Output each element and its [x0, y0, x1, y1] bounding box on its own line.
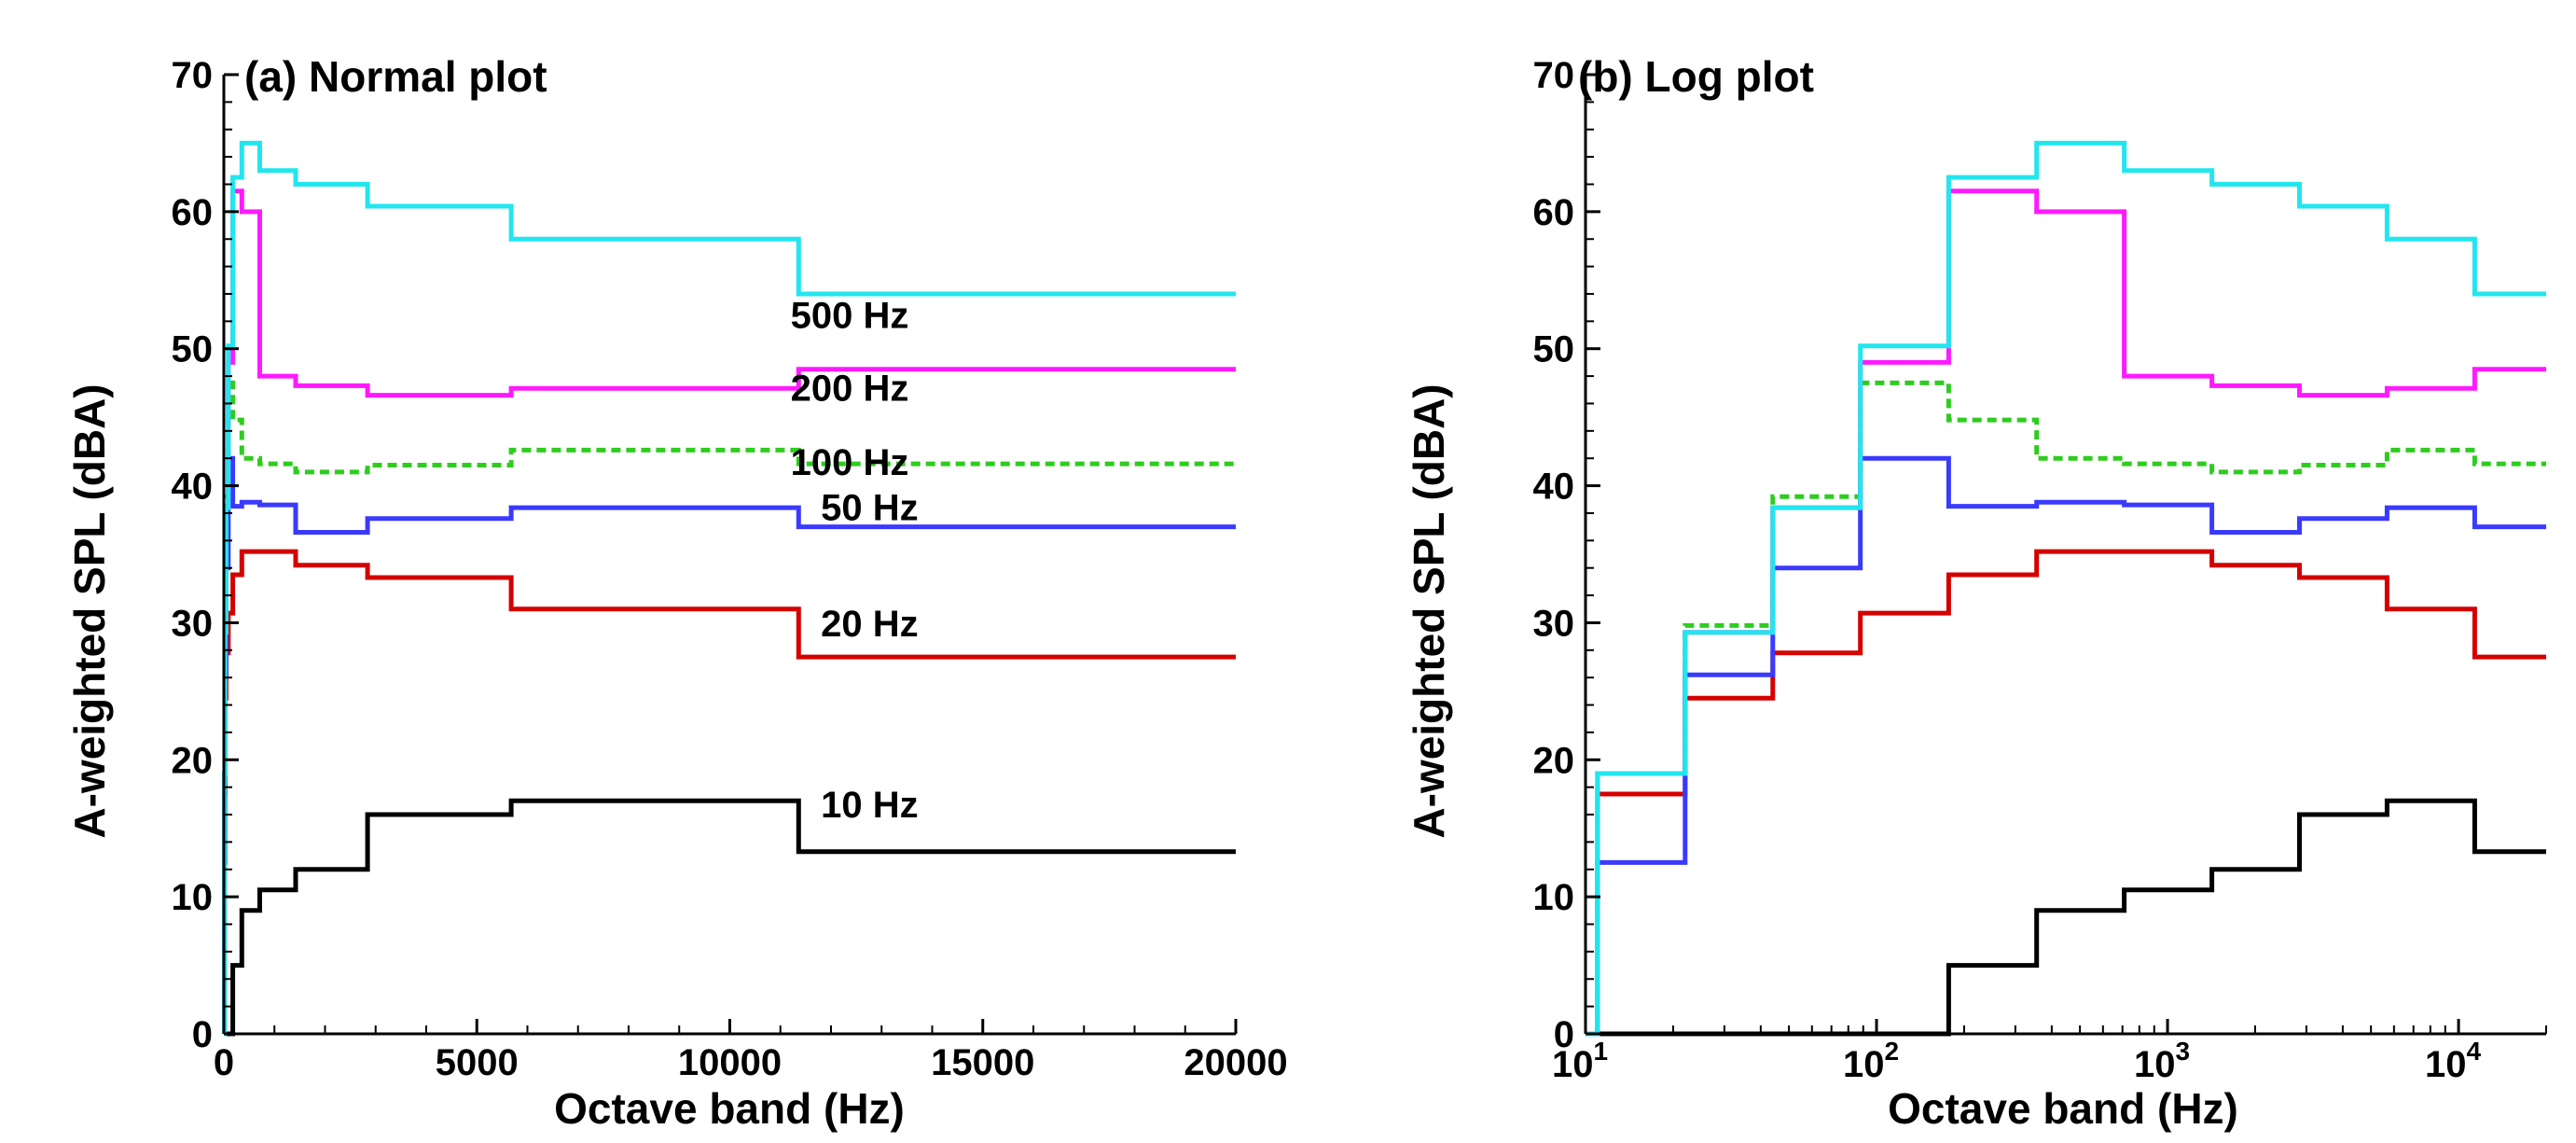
panel-a-xlabel: Octave band (Hz) — [554, 1084, 905, 1133]
y-tick-label-a-50: 50 — [172, 329, 214, 370]
x-tick-label-a-5000: 5000 — [436, 1042, 519, 1083]
y-tick-label-b-40: 40 — [1533, 467, 1575, 508]
series-line-b-500-hz — [1586, 140, 2546, 1037]
x-tick-label-a-20000: 20000 — [1184, 1042, 1287, 1083]
panel-b-title: (b) Log plot — [1578, 52, 1814, 101]
y-tick-label-b-50: 50 — [1533, 329, 1575, 370]
y-tick-label-a-40: 40 — [172, 467, 214, 508]
panel-b-ylabel: A-weighted SPL (dBA) — [1405, 383, 1453, 838]
x-tick-label-a-0: 0 — [214, 1042, 234, 1083]
panel-b-xlabel: Octave band (Hz) — [1888, 1084, 2238, 1133]
panel-a-axes: 0 10 20 30 40 50 60 70 0 5000 10000 15000 20000 — [172, 55, 1288, 1083]
y-tick-label-a-60: 60 — [172, 192, 214, 233]
y-tick-label-b-10: 10 — [1533, 877, 1575, 918]
series-label-200-hz: 200 Hz — [791, 369, 909, 410]
x-tick-label-b-10: 101 — [1552, 1037, 1608, 1085]
series-label-100-hz: 100 Hz — [791, 442, 909, 483]
series-line-a-100-hz — [222, 380, 1236, 1037]
y-tick-label-b-30: 30 — [1533, 603, 1575, 644]
y-tick-label-a-20: 20 — [172, 740, 214, 781]
series-label-10-hz: 10 Hz — [821, 785, 919, 826]
y-tick-label-b-70: 70 — [1533, 55, 1575, 96]
panel-b-axes: 0 10 20 30 40 50 60 70 101 102 103 104 — [1533, 55, 2547, 1085]
y-tick-label-a-0: 0 — [192, 1014, 213, 1055]
panel-a-ylabel: A-weighted SPL (dBA) — [65, 383, 114, 838]
y-tick-label-a-70: 70 — [172, 55, 214, 96]
x-tick-label-b-1000: 103 — [2134, 1037, 2190, 1085]
series-label-50-hz: 50 Hz — [821, 487, 919, 528]
x-tick-label-a-10000: 10000 — [678, 1042, 782, 1083]
y-tick-label-b-20: 20 — [1533, 740, 1575, 781]
y-tick-label-a-10: 10 — [172, 877, 214, 918]
y-tick-label-a-30: 30 — [172, 603, 214, 644]
y-tick-label-b-60: 60 — [1533, 192, 1575, 233]
x-tick-label-b-100: 102 — [1843, 1037, 1899, 1085]
x-tick-label-a-15000: 15000 — [931, 1042, 1034, 1083]
panel-b-series — [1586, 140, 2546, 1037]
y-tick-label-b-0: 0 — [1554, 1014, 1574, 1055]
panel-log-plot: (b) Log plot 0 10 20 30 40 50 60 70 101 102 103 104… — [1405, 52, 2547, 1133]
x-tick-label-b-10000: 104 — [2425, 1037, 2482, 1085]
panel-normal-plot: (a) Normal plot 0 10 20 30 40 50 60 70 0 5000 1000… — [65, 52, 1288, 1133]
panel-a-title: (a) Normal plot — [244, 52, 547, 101]
series-label-500-hz: 500 Hz — [791, 296, 909, 337]
series-label-20-hz: 20 Hz — [821, 604, 919, 645]
